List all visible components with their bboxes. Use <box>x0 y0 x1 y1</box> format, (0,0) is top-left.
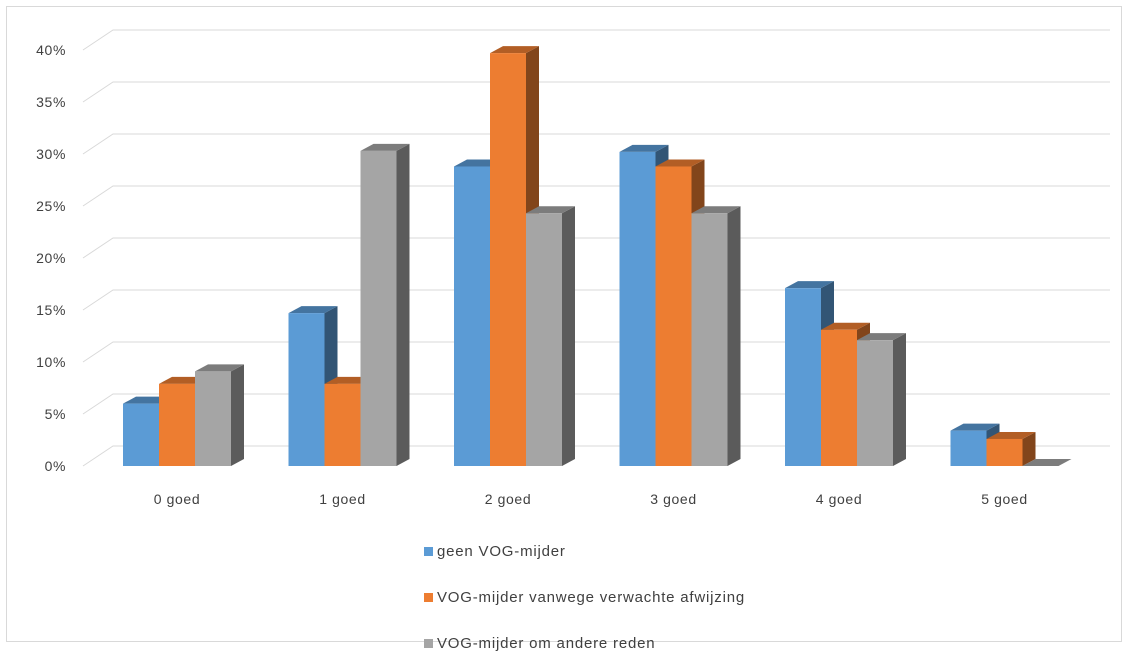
legend-swatch-gray <box>424 638 433 648</box>
legend-label: VOG-mijder vanwege verwachte afwijzing <box>437 588 746 606</box>
x-tick-label: 4 goed <box>816 491 862 507</box>
legend-swatch-blue <box>424 546 433 556</box>
bar <box>195 364 244 466</box>
x-tick-label: 2 goed <box>485 491 531 507</box>
gridline <box>82 133 1110 155</box>
gridline <box>82 445 1110 467</box>
y-tick-label: 10% <box>36 354 66 370</box>
bar <box>986 431 1036 466</box>
y-tick-label: 15% <box>36 302 66 318</box>
gridline <box>82 29 1110 51</box>
y-tick-label: 30% <box>36 146 66 162</box>
gridline <box>82 393 1110 415</box>
y-tick-label: 25% <box>36 198 66 214</box>
bar <box>857 333 906 466</box>
legend-label: VOG-mijder om andere reden <box>437 634 656 652</box>
x-tick-label: 3 goed <box>650 491 696 507</box>
gridline <box>82 289 1110 311</box>
gridline <box>82 81 1110 103</box>
bar <box>1022 459 1072 466</box>
gridline <box>82 341 1110 363</box>
legend-item-vog-mijder-andere-reden: VOG-mijder om andere reden <box>424 620 745 666</box>
x-tick-label: 1 goed <box>319 491 365 507</box>
chart-legend: geen VOG-mijder VOG-mijder vanwege verwa… <box>424 528 745 666</box>
legend-swatch-orange <box>424 592 433 602</box>
y-tick-label: 40% <box>36 42 66 58</box>
legend-item-geen-vog-mijder: geen VOG-mijder <box>424 528 745 574</box>
bar <box>360 143 410 466</box>
gridline <box>82 185 1110 207</box>
x-tick-label: 0 goed <box>154 491 200 507</box>
legend-item-vog-mijder-afwijzing: VOG-mijder vanwege verwachte afwijzing <box>424 574 745 620</box>
y-tick-label: 5% <box>45 406 66 422</box>
y-tick-label: 0% <box>45 458 66 474</box>
chart-plot: 0% 5% 10% 15% 20% 25% 30% 35% 40% 0 goed 1 goed 2 g… <box>36 29 1110 507</box>
x-tick-label: 5 goed <box>981 491 1027 507</box>
y-tick-label: 35% <box>36 94 66 110</box>
bar <box>691 206 741 466</box>
bar <box>526 206 575 466</box>
y-tick-label: 20% <box>36 250 66 266</box>
gridline <box>82 237 1110 259</box>
legend-label: geen VOG-mijder <box>437 542 566 560</box>
